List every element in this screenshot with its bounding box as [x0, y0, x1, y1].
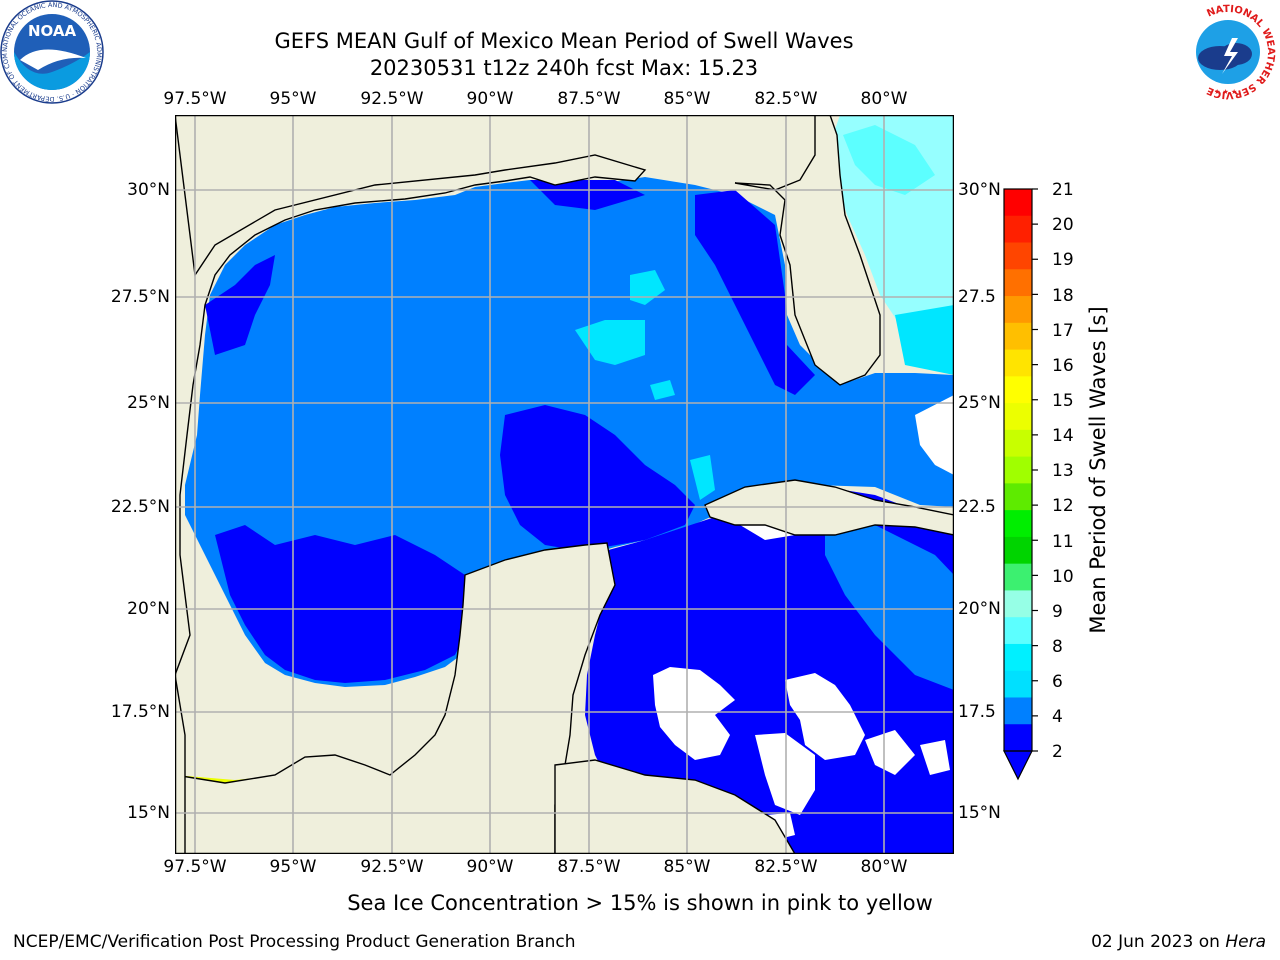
northeast-gulf-deep [695, 190, 815, 395]
lon-label-bottom: 90°W [466, 857, 514, 877]
lon-label-top: 95°W [269, 89, 317, 109]
map-frame [175, 115, 954, 854]
colorbar-segment [1004, 376, 1032, 404]
lat-label-left: 22.5°N [110, 497, 170, 517]
lat-label-right: 15°N [958, 803, 1001, 823]
colorbar-segment [1004, 643, 1032, 672]
lon-label-top: 87.5°W [557, 89, 621, 109]
map-panel [175, 115, 954, 854]
west-gulf-deep [205, 255, 275, 355]
colorbar-tick-label: 17 [1052, 321, 1074, 341]
lon-label-top: 80°W [860, 89, 908, 109]
lon-label-bottom: 97.5°W [163, 857, 227, 877]
colorbar [1003, 188, 1038, 781]
mexico-coast-land [175, 115, 647, 854]
colorbar-segment [1004, 483, 1032, 511]
lon-label-top: 92.5°W [360, 89, 424, 109]
lat-label-left: 15°N [127, 803, 170, 823]
colorbar-tick-label: 8 [1052, 637, 1063, 657]
lat-label-right: 20°N [958, 599, 1001, 619]
graticule [175, 115, 954, 854]
lat-label-left: 25°N [127, 393, 170, 413]
colorbar-segment [1004, 510, 1032, 538]
lon-label-top: 90°W [466, 89, 514, 109]
colorbar-tick-label: 19 [1052, 250, 1074, 270]
southwest-gulf-deep [215, 525, 475, 683]
colorbar-tick-label: 12 [1052, 496, 1074, 516]
colorbar-tick-label: 21 [1052, 180, 1074, 200]
colorbar-segment [1004, 724, 1032, 752]
lon-label-bottom: 82.5°W [754, 857, 818, 877]
lat-label-right: 25°N [958, 393, 1001, 413]
lon-label-bottom: 87.5°W [557, 857, 621, 877]
lon-label-bottom: 92.5°W [360, 857, 424, 877]
atlantic-cyan-patch [843, 125, 935, 195]
colorbar-tick-label: 9 [1052, 602, 1063, 622]
colorbar-tick-label: 11 [1052, 532, 1074, 552]
sea-ice-note: Sea Ice Concentration > 15% is shown in … [347, 891, 933, 915]
land-masses [175, 115, 954, 854]
eastern-gulf-deep [500, 405, 695, 550]
colorbar-segment [1004, 296, 1032, 324]
colorbar-segment [1004, 456, 1032, 484]
footer-credit: NCEP/EMC/Verification Post Processing Pr… [13, 932, 576, 952]
footer-host: Hera [1225, 932, 1266, 952]
lat-label-left: 20°N [127, 599, 170, 619]
lon-label-top: 82.5°W [754, 89, 818, 109]
lat-label-right: 22.5 [958, 497, 996, 517]
caribbean-mid-blue [825, 525, 954, 690]
colorbar-segment [1004, 269, 1032, 297]
colorbar-segment [1004, 349, 1032, 377]
colorbar-tick-label: 14 [1052, 426, 1074, 446]
lat-label-left: 17.5°N [110, 702, 170, 722]
colorbar-tick-label: 18 [1052, 286, 1074, 306]
colorbar-tick-label: 6 [1052, 672, 1063, 692]
atlantic-cyan-patch [895, 305, 954, 375]
lon-label-bottom: 80°W [860, 857, 908, 877]
colorbar-tick-label: 10 [1052, 567, 1074, 587]
colorbar-segment [1004, 697, 1032, 725]
plot-subtitle: 20230531 t12z 240h fcst Max: 15.23 [369, 56, 759, 80]
colorbar-segment [1004, 189, 1032, 217]
colorbar-title: Mean Period of Swell Waves [s] [1086, 306, 1110, 634]
noaa-wordmark: NOAA [28, 22, 77, 40]
gulf-cyan-patch [650, 380, 675, 400]
colorbar-segment [1004, 215, 1032, 244]
lat-label-right: 17.5 [958, 702, 996, 722]
north-coast-deep [530, 180, 645, 210]
lat-label-right: 27.5 [958, 287, 996, 307]
colorbar-extend-triangle [1003, 750, 1033, 781]
lon-label-bottom: 85°W [663, 857, 711, 877]
lat-label-right: 30°N [958, 180, 1001, 200]
gulf-cyan-patch [575, 320, 645, 365]
nws-logo: NATIONAL WEATHER SERVICE ★ ★ ★ [1179, 3, 1277, 101]
lon-label-top: 85°W [663, 89, 711, 109]
colorbar-segment [1004, 429, 1032, 458]
plot-title: GEFS MEAN Gulf of Mexico Mean Period of … [274, 29, 854, 53]
colorbar-segment [1004, 536, 1032, 565]
colorbar-segment [1004, 563, 1032, 591]
colorbar-tick-label: 4 [1052, 707, 1063, 727]
noaa-logo: NATIONAL OCEANIC AND ATMOSPHERIC ADMINIS… [0, 0, 104, 104]
footer-date-text: 02 Jun 2023 on [1091, 932, 1226, 952]
colorbar-tick-label: 16 [1052, 356, 1074, 376]
colorbar-segment [1004, 403, 1032, 431]
colorbar-segment [1004, 670, 1032, 698]
colorbar-tick-label: 2 [1052, 742, 1063, 762]
svg-text:★ ★ ★: ★ ★ ★ [1214, 88, 1237, 96]
lon-label-top: 97.5°W [163, 89, 227, 109]
colorbar-segment [1004, 242, 1032, 270]
colorbar-tick-label: 20 [1052, 215, 1074, 235]
colorbar-tick-label: 15 [1052, 391, 1074, 411]
colorbar-segment [1004, 590, 1032, 618]
lat-label-left: 27.5°N [110, 287, 170, 307]
footer-date: 02 Jun 2023 on Hera [1091, 932, 1266, 952]
colorbar-segment [1004, 617, 1032, 645]
colorbar-segment [1004, 322, 1032, 351]
lon-label-bottom: 95°W [269, 857, 317, 877]
lat-label-left: 30°N [127, 180, 170, 200]
gulf-cyan-patch [690, 455, 715, 500]
colorbar-tick-label: 13 [1052, 461, 1074, 481]
